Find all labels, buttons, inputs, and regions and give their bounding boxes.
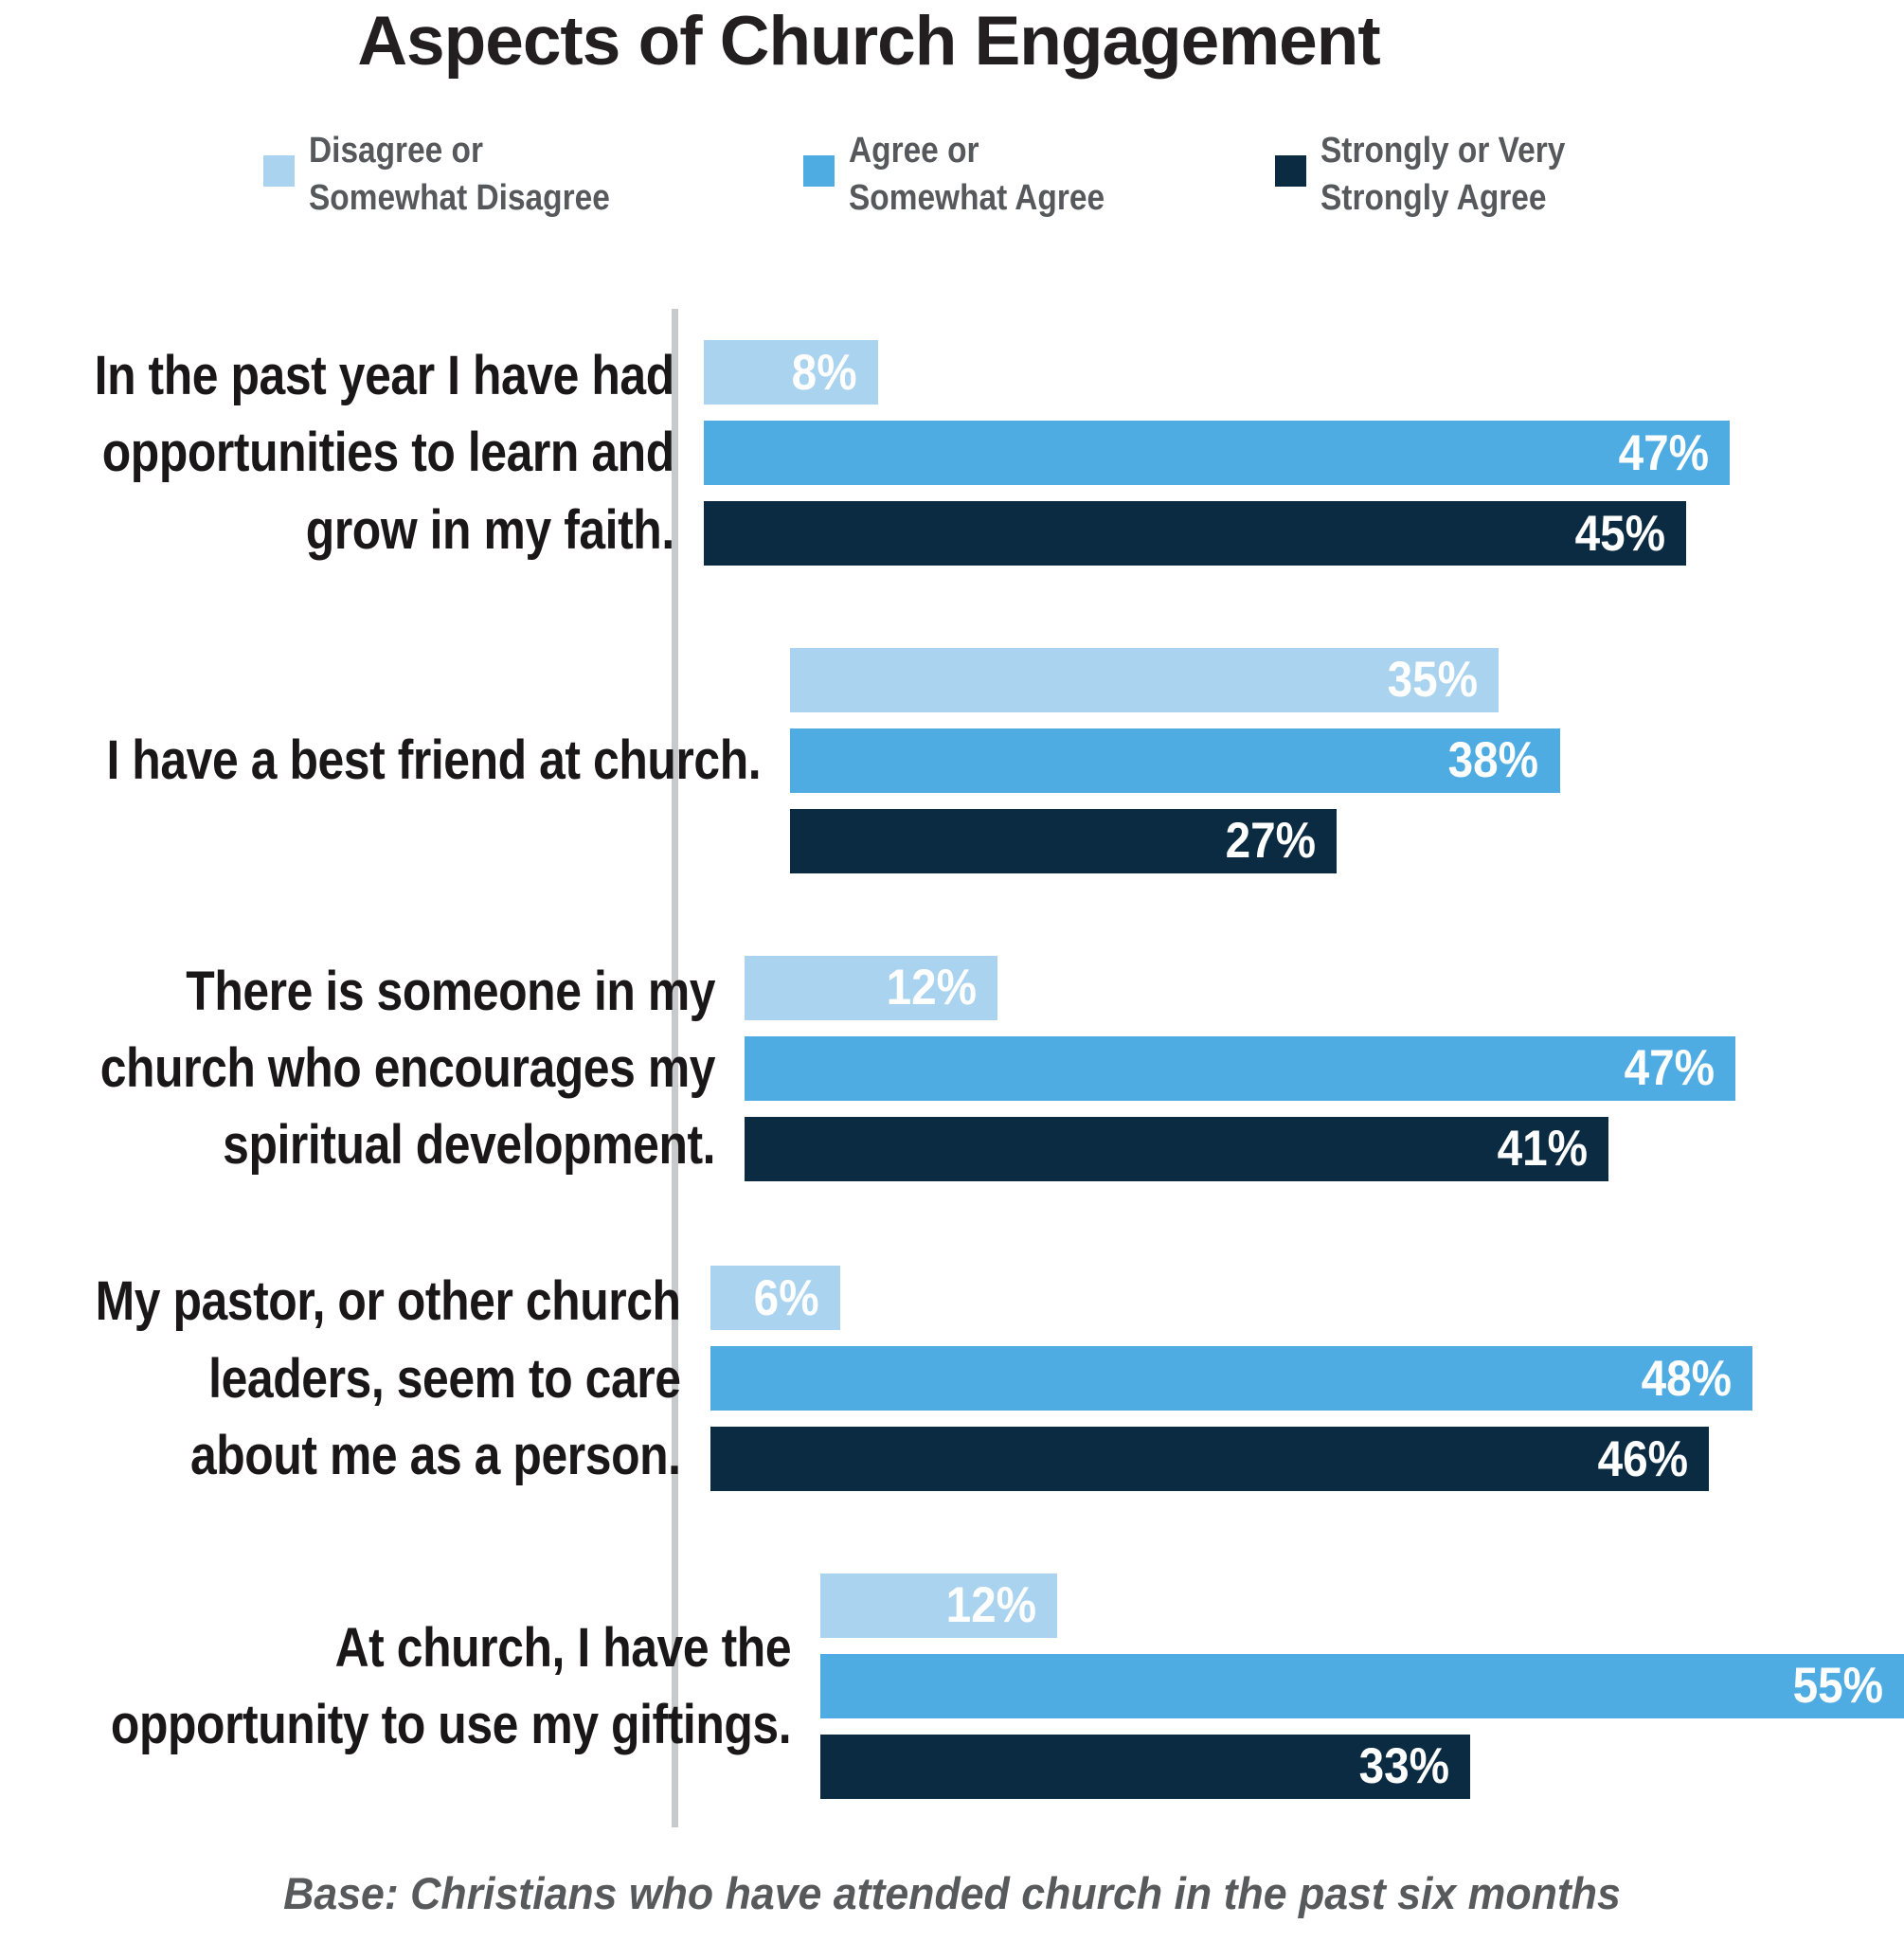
bar-strongly-or-very-strongly-agree: 41% xyxy=(745,1116,1609,1181)
legend-item-1: Agree or Somewhat Agree xyxy=(803,127,1275,222)
category-bars: 35% 38% 27% xyxy=(790,647,1904,873)
bar-value-label: 47% xyxy=(1618,424,1709,481)
legend-swatch xyxy=(803,154,835,187)
category-label-text: In the past year I have had opportunitie… xyxy=(94,345,675,561)
category-bars: 12% 47% 41% xyxy=(745,955,1904,1181)
bar-value-label: 38% xyxy=(1448,732,1539,789)
bar-value-label: 33% xyxy=(1358,1738,1450,1795)
category-label: In the past year I have had opportunitie… xyxy=(0,337,682,568)
bar-value-label: 35% xyxy=(1387,652,1479,709)
bar-value-label: 46% xyxy=(1597,1430,1688,1487)
bar-disagree-or-somewhat-disagree: 12% xyxy=(745,955,998,1020)
legend-label: Disagree or Somewhat Disagree xyxy=(309,130,610,219)
bar-agree-or-somewhat-agree: 47% xyxy=(703,421,1730,486)
bar-value-label: 55% xyxy=(1792,1658,1883,1715)
bar-disagree-or-somewhat-disagree: 8% xyxy=(703,340,879,405)
category-group-3: My pastor, or other church leaders, seem… xyxy=(0,1263,1904,1494)
bar-strongly-or-very-strongly-agree: 27% xyxy=(790,808,1338,873)
bar-value-label: 8% xyxy=(792,344,858,401)
bar-strongly-or-very-strongly-agree: 46% xyxy=(710,1427,1709,1492)
legend-item-2: Strongly or Very Strongly Agree xyxy=(1275,127,1599,222)
bar-value-label: 12% xyxy=(886,960,978,1016)
category-bars: 12% 55% 33% xyxy=(820,1573,1904,1799)
category-label-text: There is someone in my church who encour… xyxy=(99,960,716,1177)
category-bars: 8% 47% 45% xyxy=(703,340,1904,566)
category-label: There is someone in my church who encour… xyxy=(0,953,723,1184)
bar-value-label: 47% xyxy=(1624,1040,1715,1097)
legend-label: Agree or Somewhat Agree xyxy=(849,130,1105,219)
category-label: At church, I have the opportunity to use… xyxy=(0,1609,799,1763)
category-group-4: At church, I have the opportunity to use… xyxy=(0,1573,1904,1799)
category-label-text: My pastor, or other church leaders, seem… xyxy=(95,1270,681,1486)
bar-agree-or-somewhat-agree: 48% xyxy=(710,1346,1752,1412)
bar-value-label: 27% xyxy=(1225,813,1317,870)
category-group-1: I have a best friend at church. 35% 38% 27% xyxy=(0,647,1904,873)
bar-value-label: 41% xyxy=(1497,1121,1589,1178)
bar-disagree-or-somewhat-disagree: 35% xyxy=(790,647,1500,712)
legend: Disagree or Somewhat Disagree Agree or So… xyxy=(263,127,1904,222)
category-label: My pastor, or other church leaders, seem… xyxy=(0,1263,689,1494)
bar-agree-or-somewhat-agree: 55% xyxy=(820,1653,1904,1718)
y-axis-line xyxy=(672,309,678,1827)
category-label: I have a best friend at church. xyxy=(0,722,768,799)
bar-value-label: 12% xyxy=(945,1577,1036,1634)
bar-agree-or-somewhat-agree: 38% xyxy=(790,728,1560,793)
bar-disagree-or-somewhat-disagree: 12% xyxy=(820,1573,1057,1638)
category-group-2: There is someone in my church who encour… xyxy=(0,953,1904,1184)
bar-strongly-or-very-strongly-agree: 33% xyxy=(820,1734,1471,1799)
legend-swatch xyxy=(263,154,295,187)
legend-item-0: Disagree or Somewhat Disagree xyxy=(263,127,803,222)
category-group-0: In the past year I have had opportunitie… xyxy=(0,337,1904,568)
base-note: Base: Christians who have attended churc… xyxy=(283,1867,1621,1918)
bar-chart: In the past year I have had opportunitie… xyxy=(0,309,1904,1827)
footer-row: Base: Christians who have attended churc… xyxy=(0,1867,1904,1919)
bar-value-label: 6% xyxy=(754,1269,820,1326)
title-row: Aspects of Church Engagement xyxy=(0,2,1904,81)
category-label-text: At church, I have the opportunity to use… xyxy=(110,1616,792,1755)
bar-value-label: 48% xyxy=(1641,1350,1732,1407)
bar-value-label: 45% xyxy=(1574,505,1665,562)
legend-swatch xyxy=(1275,154,1306,187)
legend-label: Strongly or Very Strongly Agree xyxy=(1320,130,1566,219)
bar-disagree-or-somewhat-disagree: 6% xyxy=(710,1266,841,1331)
category-bars: 6% 48% 46% xyxy=(710,1266,1904,1492)
category-label-text: I have a best friend at church. xyxy=(106,729,762,792)
bar-strongly-or-very-strongly-agree: 45% xyxy=(703,501,1686,566)
chart-title: Aspects of Church Engagement xyxy=(357,3,1380,80)
bar-agree-or-somewhat-agree: 47% xyxy=(745,1035,1735,1101)
